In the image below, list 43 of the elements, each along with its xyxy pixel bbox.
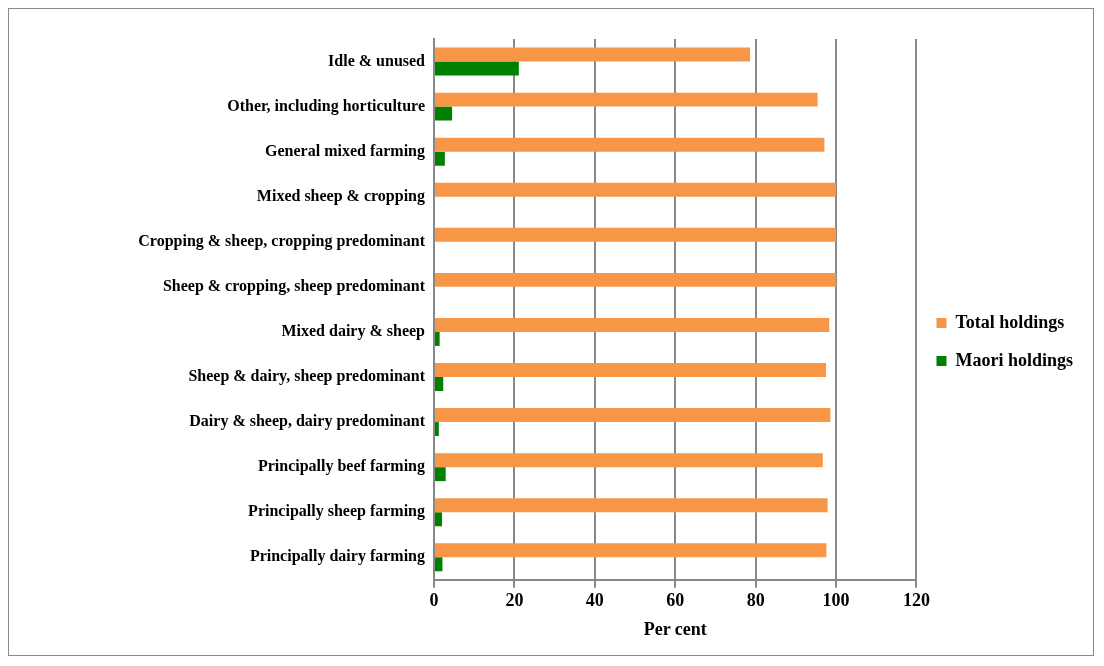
legend-label: Maori holdings bbox=[955, 349, 1074, 370]
x-tick-label: 100 bbox=[822, 590, 850, 611]
x-axis-title: Per cent bbox=[643, 618, 707, 639]
bar bbox=[435, 408, 831, 423]
x-tick-label: 60 bbox=[666, 590, 685, 611]
y-tick-label: General mixed farming bbox=[265, 141, 425, 160]
bar bbox=[435, 137, 825, 152]
bar bbox=[435, 182, 837, 197]
bar bbox=[435, 512, 443, 527]
bar bbox=[435, 47, 751, 62]
x-tick-label: 0 bbox=[429, 590, 439, 611]
y-tick-label: Principally sheep farming bbox=[248, 502, 425, 521]
bar bbox=[435, 92, 818, 107]
x-tick-label: 20 bbox=[505, 590, 524, 611]
x-tick-label: 120 bbox=[902, 590, 930, 611]
x-tick-label: 40 bbox=[585, 590, 604, 611]
bar bbox=[435, 331, 440, 346]
y-tick-label: Principally dairy farming bbox=[249, 547, 425, 566]
bar bbox=[435, 61, 519, 76]
bar bbox=[435, 363, 827, 377]
y-tick-label: Mixed sheep & cropping bbox=[256, 186, 425, 205]
y-tick-label: Other, including horticulture bbox=[227, 96, 425, 115]
bar bbox=[435, 543, 827, 558]
bar bbox=[435, 422, 439, 437]
bar bbox=[435, 498, 828, 513]
y-tick-label: Principally beef farming bbox=[257, 457, 425, 476]
x-tick-label: 80 bbox=[746, 590, 765, 611]
y-tick-label: Dairy & sheep, dairy predominant bbox=[189, 412, 426, 431]
bar bbox=[435, 557, 443, 572]
y-tick-label: Cropping & sheep, cropping predominant bbox=[138, 231, 426, 250]
y-tick-label: Sheep & cropping, sheep predominant bbox=[162, 277, 426, 296]
y-tick-label: Sheep & dairy, sheep predominant bbox=[188, 367, 426, 386]
y-tick-label: Mixed dairy & sheep bbox=[281, 322, 426, 341]
bar bbox=[435, 227, 837, 242]
bar bbox=[435, 106, 453, 121]
bar bbox=[435, 377, 444, 391]
legend-label: Total holdings bbox=[955, 311, 1065, 332]
bar bbox=[435, 272, 837, 287]
bar bbox=[435, 151, 445, 166]
bar bbox=[435, 467, 446, 482]
y-tick-label: Idle & unused bbox=[328, 51, 426, 69]
bar bbox=[435, 453, 823, 468]
bar bbox=[435, 317, 830, 332]
